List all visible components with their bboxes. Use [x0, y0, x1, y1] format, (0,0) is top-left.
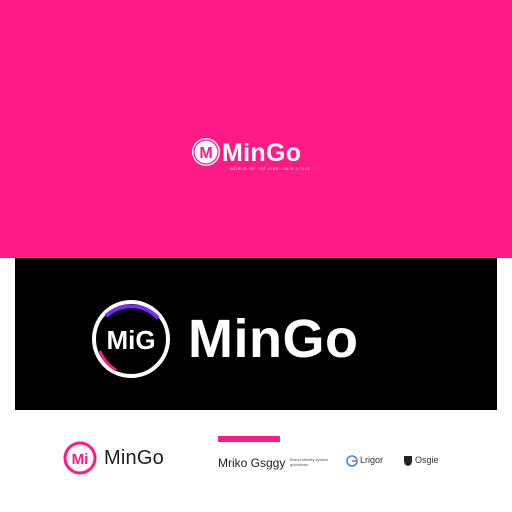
black-logo-wordmark: MinGo	[188, 309, 359, 369]
monogram-circle-icon: M	[192, 138, 220, 166]
small-logo: Mi MinGo	[62, 440, 182, 476]
pink-logo-wordmark: MinGo	[222, 139, 302, 167]
small-logo-monogram: Mi	[72, 451, 89, 468]
pink-logo-monogram: M	[199, 145, 212, 162]
mini-brand-3-name: Osgie	[415, 455, 439, 465]
pink-accent-bar	[218, 436, 280, 442]
small-logo-wordmark: MinGo	[104, 447, 164, 469]
pink-logo: M MinGo WORLD OF THE VIBE YOUR STYLE	[190, 136, 330, 172]
pink-panel	[0, 0, 512, 258]
g-circle-icon	[346, 455, 358, 467]
pink-logo-tagline: WORLD OF THE VIBE YOUR STYLE	[230, 167, 311, 171]
monogram-circle-small-icon: Mi	[63, 441, 97, 475]
shield-icon	[404, 456, 412, 466]
mini-brand-2: Lrigor	[346, 454, 402, 470]
mini-brand-1: Mriko Gsggy Brand identity system guidel…	[218, 456, 338, 472]
mini-brand-3: Osgie	[403, 454, 443, 470]
mini-brand-1-name: Mriko Gsggy	[218, 456, 286, 470]
black-logo: MiG MinGo	[88, 296, 388, 382]
mini-brand-1-tagline: Brand identity system guidelines	[290, 457, 329, 467]
monogram-ring-icon: MiG	[92, 300, 170, 378]
mini-brand-2-name: Lrigor	[360, 455, 384, 465]
black-logo-monogram: MiG	[106, 325, 155, 355]
logo-variations-row: Mi MinGo Mriko Gsggy Brand identity syst…	[0, 430, 512, 490]
